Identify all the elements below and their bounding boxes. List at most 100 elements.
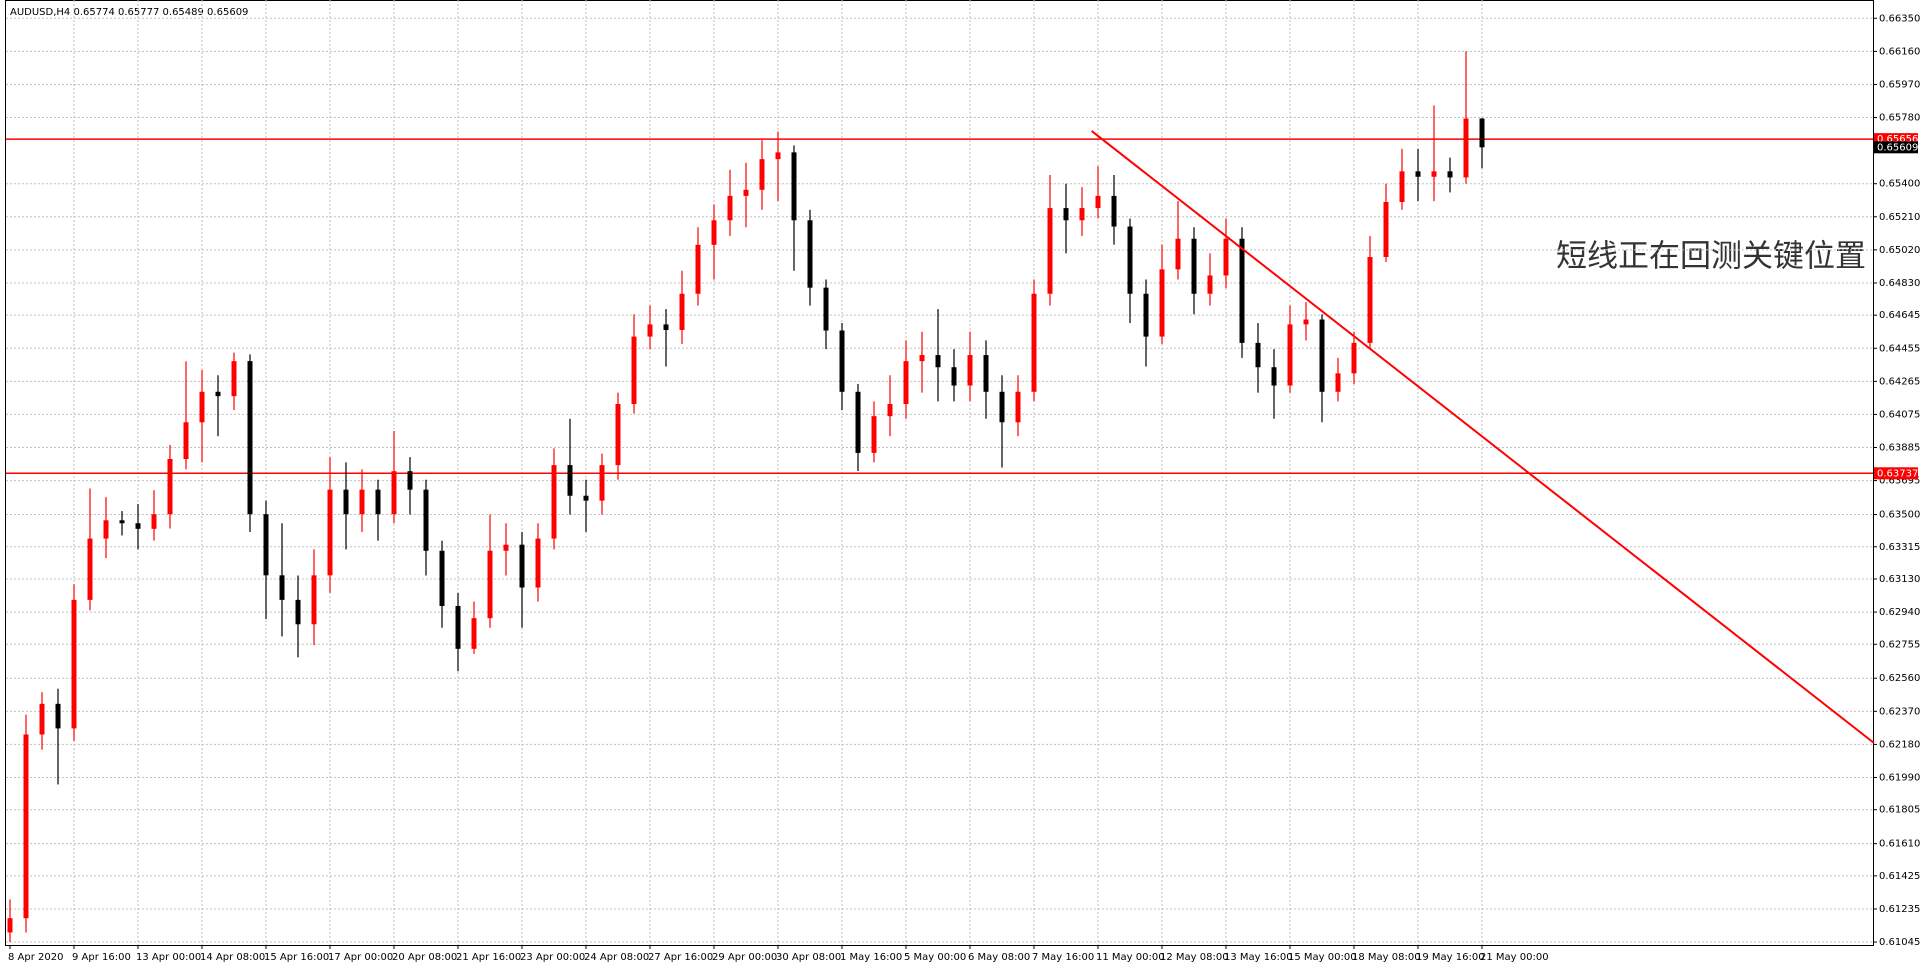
x-tick-label: 6 May 08:00 xyxy=(968,952,1030,963)
candle-body xyxy=(359,489,365,515)
x-tick-label: 17 Apr 00:00 xyxy=(328,952,393,963)
price-label-box xyxy=(1874,467,1918,480)
y-tick-label: 0.64455 xyxy=(1879,343,1920,354)
candle-body xyxy=(679,293,685,330)
y-tick-label: 0.64830 xyxy=(1879,278,1920,289)
candle-body xyxy=(1239,238,1245,343)
candle-body xyxy=(1047,208,1053,294)
y-tick-label: 0.64265 xyxy=(1879,376,1920,387)
candle-body xyxy=(1431,171,1437,177)
candle-body xyxy=(631,336,637,404)
candle-body xyxy=(423,489,429,551)
candle-body xyxy=(1223,238,1229,276)
candle-body xyxy=(1111,195,1117,227)
candle-body xyxy=(1367,257,1373,343)
candle-body xyxy=(167,459,173,515)
candle-body xyxy=(215,391,221,397)
candle-body xyxy=(919,355,925,362)
y-tick-label: 0.65970 xyxy=(1879,79,1920,90)
x-tick-label: 23 Apr 00:00 xyxy=(520,952,585,963)
y-tick-label: 0.62180 xyxy=(1879,739,1920,750)
symbol-header: AUDUSD,H4 0.65774 0.65777 0.65489 0.6560… xyxy=(10,7,248,18)
plot-frame xyxy=(5,0,1874,946)
candle-body xyxy=(1463,118,1469,178)
x-tick-label: 30 Apr 08:00 xyxy=(776,952,841,963)
candle-body xyxy=(1079,208,1085,221)
candle-body xyxy=(151,514,157,529)
y-tick-label: 0.65400 xyxy=(1879,179,1920,190)
y-tick-label: 0.61610 xyxy=(1879,839,1920,850)
candle-body xyxy=(775,152,781,160)
x-tick-label: 21 May 00:00 xyxy=(1480,952,1549,963)
candle-body xyxy=(1143,293,1149,337)
candle-body xyxy=(1383,201,1389,258)
candle-body xyxy=(647,324,653,337)
candle-body xyxy=(199,391,205,423)
candle-body xyxy=(1255,342,1261,368)
candle-body xyxy=(1127,226,1133,294)
y-tick-label: 0.61425 xyxy=(1879,871,1920,882)
x-tick-label: 1 May 16:00 xyxy=(840,952,902,963)
candle-body xyxy=(7,918,13,933)
y-tick-label: 0.65210 xyxy=(1879,212,1920,223)
candle-body xyxy=(231,361,237,397)
candle-body xyxy=(551,465,557,539)
y-tick-label: 0.65780 xyxy=(1879,113,1920,124)
candle-body xyxy=(1351,342,1357,374)
x-tick-label: 13 May 16:00 xyxy=(1224,952,1293,963)
x-tick-label: 27 Apr 16:00 xyxy=(648,952,713,963)
x-tick-label: 18 May 08:00 xyxy=(1352,952,1421,963)
y-tick-label: 0.63695 xyxy=(1879,476,1920,487)
y-tick-label: 0.61990 xyxy=(1879,772,1920,783)
candle-body xyxy=(727,195,733,221)
candle-body xyxy=(791,152,797,221)
candle-body xyxy=(375,489,381,515)
candle-body xyxy=(103,520,109,539)
candle-body xyxy=(519,544,525,588)
candle-body xyxy=(711,220,717,245)
candle-body xyxy=(1159,269,1165,337)
y-tick-label: 0.66160 xyxy=(1879,46,1920,57)
y-tick-label: 0.61235 xyxy=(1879,904,1920,915)
candle-body xyxy=(311,575,317,625)
candle-body xyxy=(279,575,285,600)
candle-body xyxy=(471,618,477,649)
x-tick-label: 15 May 00:00 xyxy=(1288,952,1357,963)
x-tick-label: 12 May 08:00 xyxy=(1160,952,1229,963)
candle-body xyxy=(407,471,413,490)
candle-body xyxy=(1399,171,1405,202)
y-tick-label: 0.66350 xyxy=(1879,13,1920,24)
candle-body xyxy=(663,324,669,330)
candle-body xyxy=(1191,238,1197,294)
y-tick-label: 0.62370 xyxy=(1879,706,1920,717)
candle-body xyxy=(327,489,333,576)
candle-body xyxy=(951,367,957,386)
candle-body xyxy=(23,734,29,919)
candle-body xyxy=(887,403,893,417)
candle-body xyxy=(87,538,93,600)
candle-body xyxy=(1063,208,1069,221)
candle-body xyxy=(903,361,909,404)
candle-body xyxy=(535,538,541,588)
candle-body xyxy=(295,599,301,625)
current-price-box xyxy=(1874,141,1918,154)
x-tick-label: 20 Apr 08:00 xyxy=(392,952,457,963)
candle-body xyxy=(1175,238,1181,270)
candle-body xyxy=(1287,324,1293,386)
y-tick-label: 0.61805 xyxy=(1879,805,1920,816)
candle-body xyxy=(567,465,573,496)
price-label: 0.65656 xyxy=(1877,134,1918,145)
candle-body xyxy=(55,703,61,729)
x-tick-label: 14 Apr 08:00 xyxy=(200,952,265,963)
y-tick-label: 0.62755 xyxy=(1879,639,1920,650)
candle-body xyxy=(839,330,845,392)
x-tick-label: 8 Apr 2020 xyxy=(8,952,63,963)
candle-body xyxy=(1415,171,1421,177)
price-label: 0.63737 xyxy=(1877,468,1918,479)
candle-body xyxy=(615,403,621,466)
y-tick-label: 0.62940 xyxy=(1879,607,1920,618)
x-tick-label: 15 Apr 16:00 xyxy=(264,952,329,963)
candle-body xyxy=(983,355,989,392)
